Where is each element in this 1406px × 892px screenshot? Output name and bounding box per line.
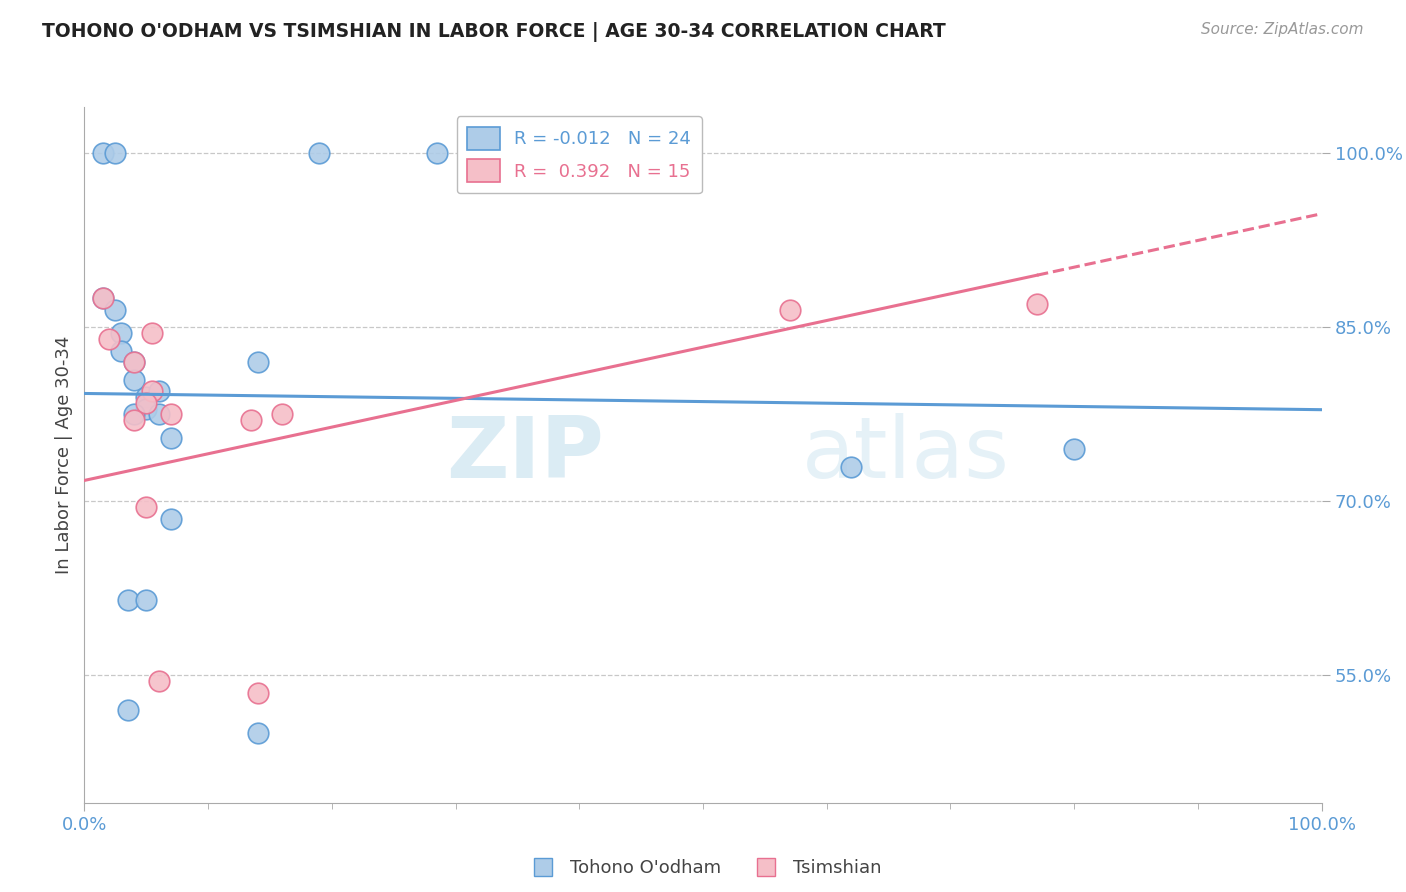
Point — [135, 401, 157, 416]
Point — [91, 291, 114, 305]
Point — [122, 355, 145, 369]
Point — [246, 726, 269, 740]
Text: TOHONO O'ODHAM VS TSIMSHIAN IN LABOR FORCE | AGE 30-34 CORRELATION CHART: TOHONO O'ODHAM VS TSIMSHIAN IN LABOR FOR… — [42, 22, 946, 42]
Point — [148, 384, 170, 398]
Text: atlas: atlas — [801, 413, 1010, 497]
Point — [779, 303, 801, 318]
Legend: Tohono O'odham, Tsimshian: Tohono O'odham, Tsimshian — [517, 852, 889, 884]
Point — [91, 291, 114, 305]
Point — [117, 593, 139, 607]
Point — [246, 685, 269, 699]
Point — [135, 390, 157, 404]
Point — [135, 593, 157, 607]
Point — [104, 303, 127, 318]
Point — [160, 511, 183, 525]
Point — [122, 407, 145, 422]
Point — [841, 459, 863, 474]
Point — [271, 407, 294, 422]
Point — [110, 326, 132, 341]
Point — [160, 407, 183, 422]
Point — [117, 703, 139, 717]
Point — [110, 343, 132, 358]
Point — [135, 396, 157, 410]
Point — [91, 146, 114, 161]
Point — [141, 384, 163, 398]
Point — [308, 146, 330, 161]
Point — [160, 431, 183, 445]
Point — [1026, 297, 1049, 311]
Point — [426, 146, 449, 161]
Point — [240, 413, 263, 427]
Point — [122, 373, 145, 387]
Point — [1063, 442, 1085, 457]
Point — [98, 332, 121, 346]
Point — [148, 407, 170, 422]
Point — [104, 146, 127, 161]
Point — [122, 413, 145, 427]
Point — [141, 326, 163, 341]
Point — [135, 500, 157, 514]
Point — [122, 355, 145, 369]
Point — [246, 355, 269, 369]
Text: ZIP: ZIP — [446, 413, 605, 497]
Text: Source: ZipAtlas.com: Source: ZipAtlas.com — [1201, 22, 1364, 37]
Point — [148, 674, 170, 689]
Y-axis label: In Labor Force | Age 30-34: In Labor Force | Age 30-34 — [55, 335, 73, 574]
